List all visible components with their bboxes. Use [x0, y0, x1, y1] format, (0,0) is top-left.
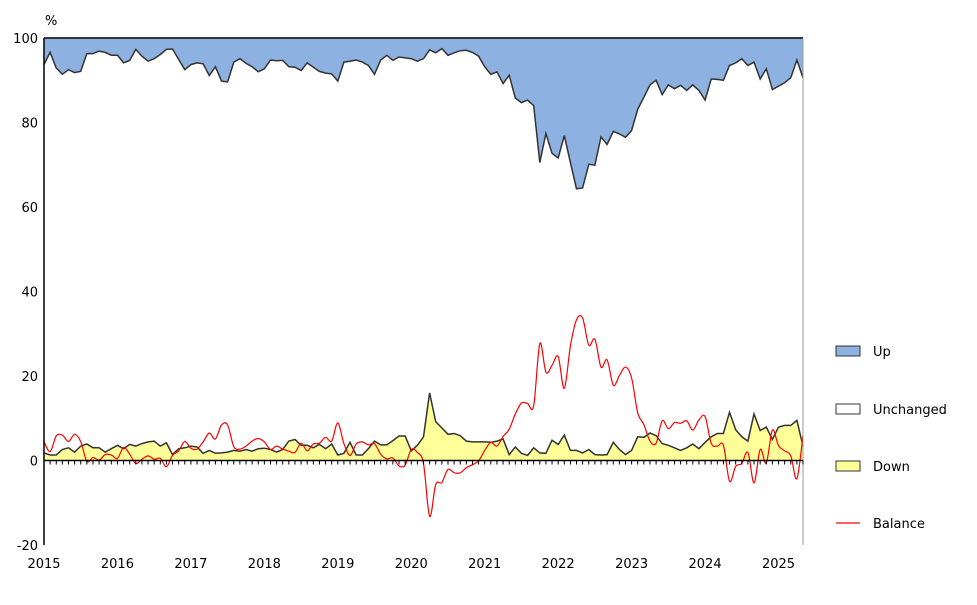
- y-tick-label: 60: [21, 201, 38, 216]
- x-tick-label: 2023: [615, 557, 648, 572]
- legend-label-balance: Balance: [873, 517, 925, 532]
- y-tick-label: 40: [21, 286, 38, 301]
- x-tick-label: 2020: [395, 557, 428, 572]
- x-tick-label: 2022: [542, 557, 575, 572]
- y-tick-label: -20: [17, 539, 38, 554]
- y-axis: 100 80 60 40 20 0 -20: [13, 32, 38, 554]
- x-tick-label: 2025: [762, 557, 795, 572]
- x-tick-label: 2024: [689, 557, 722, 572]
- area-up: [44, 38, 803, 189]
- legend-swatch-unchanged: [835, 403, 861, 415]
- plot-area: [43, 37, 804, 545]
- x-tick-label: 2016: [101, 557, 134, 572]
- x-tick-label: 2019: [321, 557, 354, 572]
- line-balance: [43, 314, 804, 517]
- y-tick-label: 80: [21, 117, 38, 132]
- x-tick-label: 2021: [468, 557, 501, 572]
- area-down: [44, 392, 803, 461]
- line-up-boundary: [43, 47, 804, 190]
- legend-label-up: Up: [873, 345, 891, 360]
- legend-label-unchanged: Unchanged: [873, 403, 947, 418]
- line-down-boundary: [43, 392, 804, 457]
- legend-label-down: Down: [873, 460, 910, 475]
- x-tick-label: 2015: [27, 557, 60, 572]
- x-axis: 2015 2016 2017 2018 2019 2020 2021 2022 2023 2024…: [27, 557, 795, 572]
- x-tick-label: 2017: [174, 557, 207, 572]
- legend-swatch-up: [835, 345, 861, 357]
- legend-swatch-down: [835, 460, 861, 472]
- legend: Up Unchanged Down Balance: [835, 345, 947, 532]
- y-axis-unit-label: %: [45, 14, 57, 29]
- y-tick-label: 0: [30, 455, 38, 470]
- y-tick-label: 100: [13, 32, 38, 47]
- x-tick-label: 2018: [248, 557, 281, 572]
- y-tick-label: 20: [21, 370, 38, 385]
